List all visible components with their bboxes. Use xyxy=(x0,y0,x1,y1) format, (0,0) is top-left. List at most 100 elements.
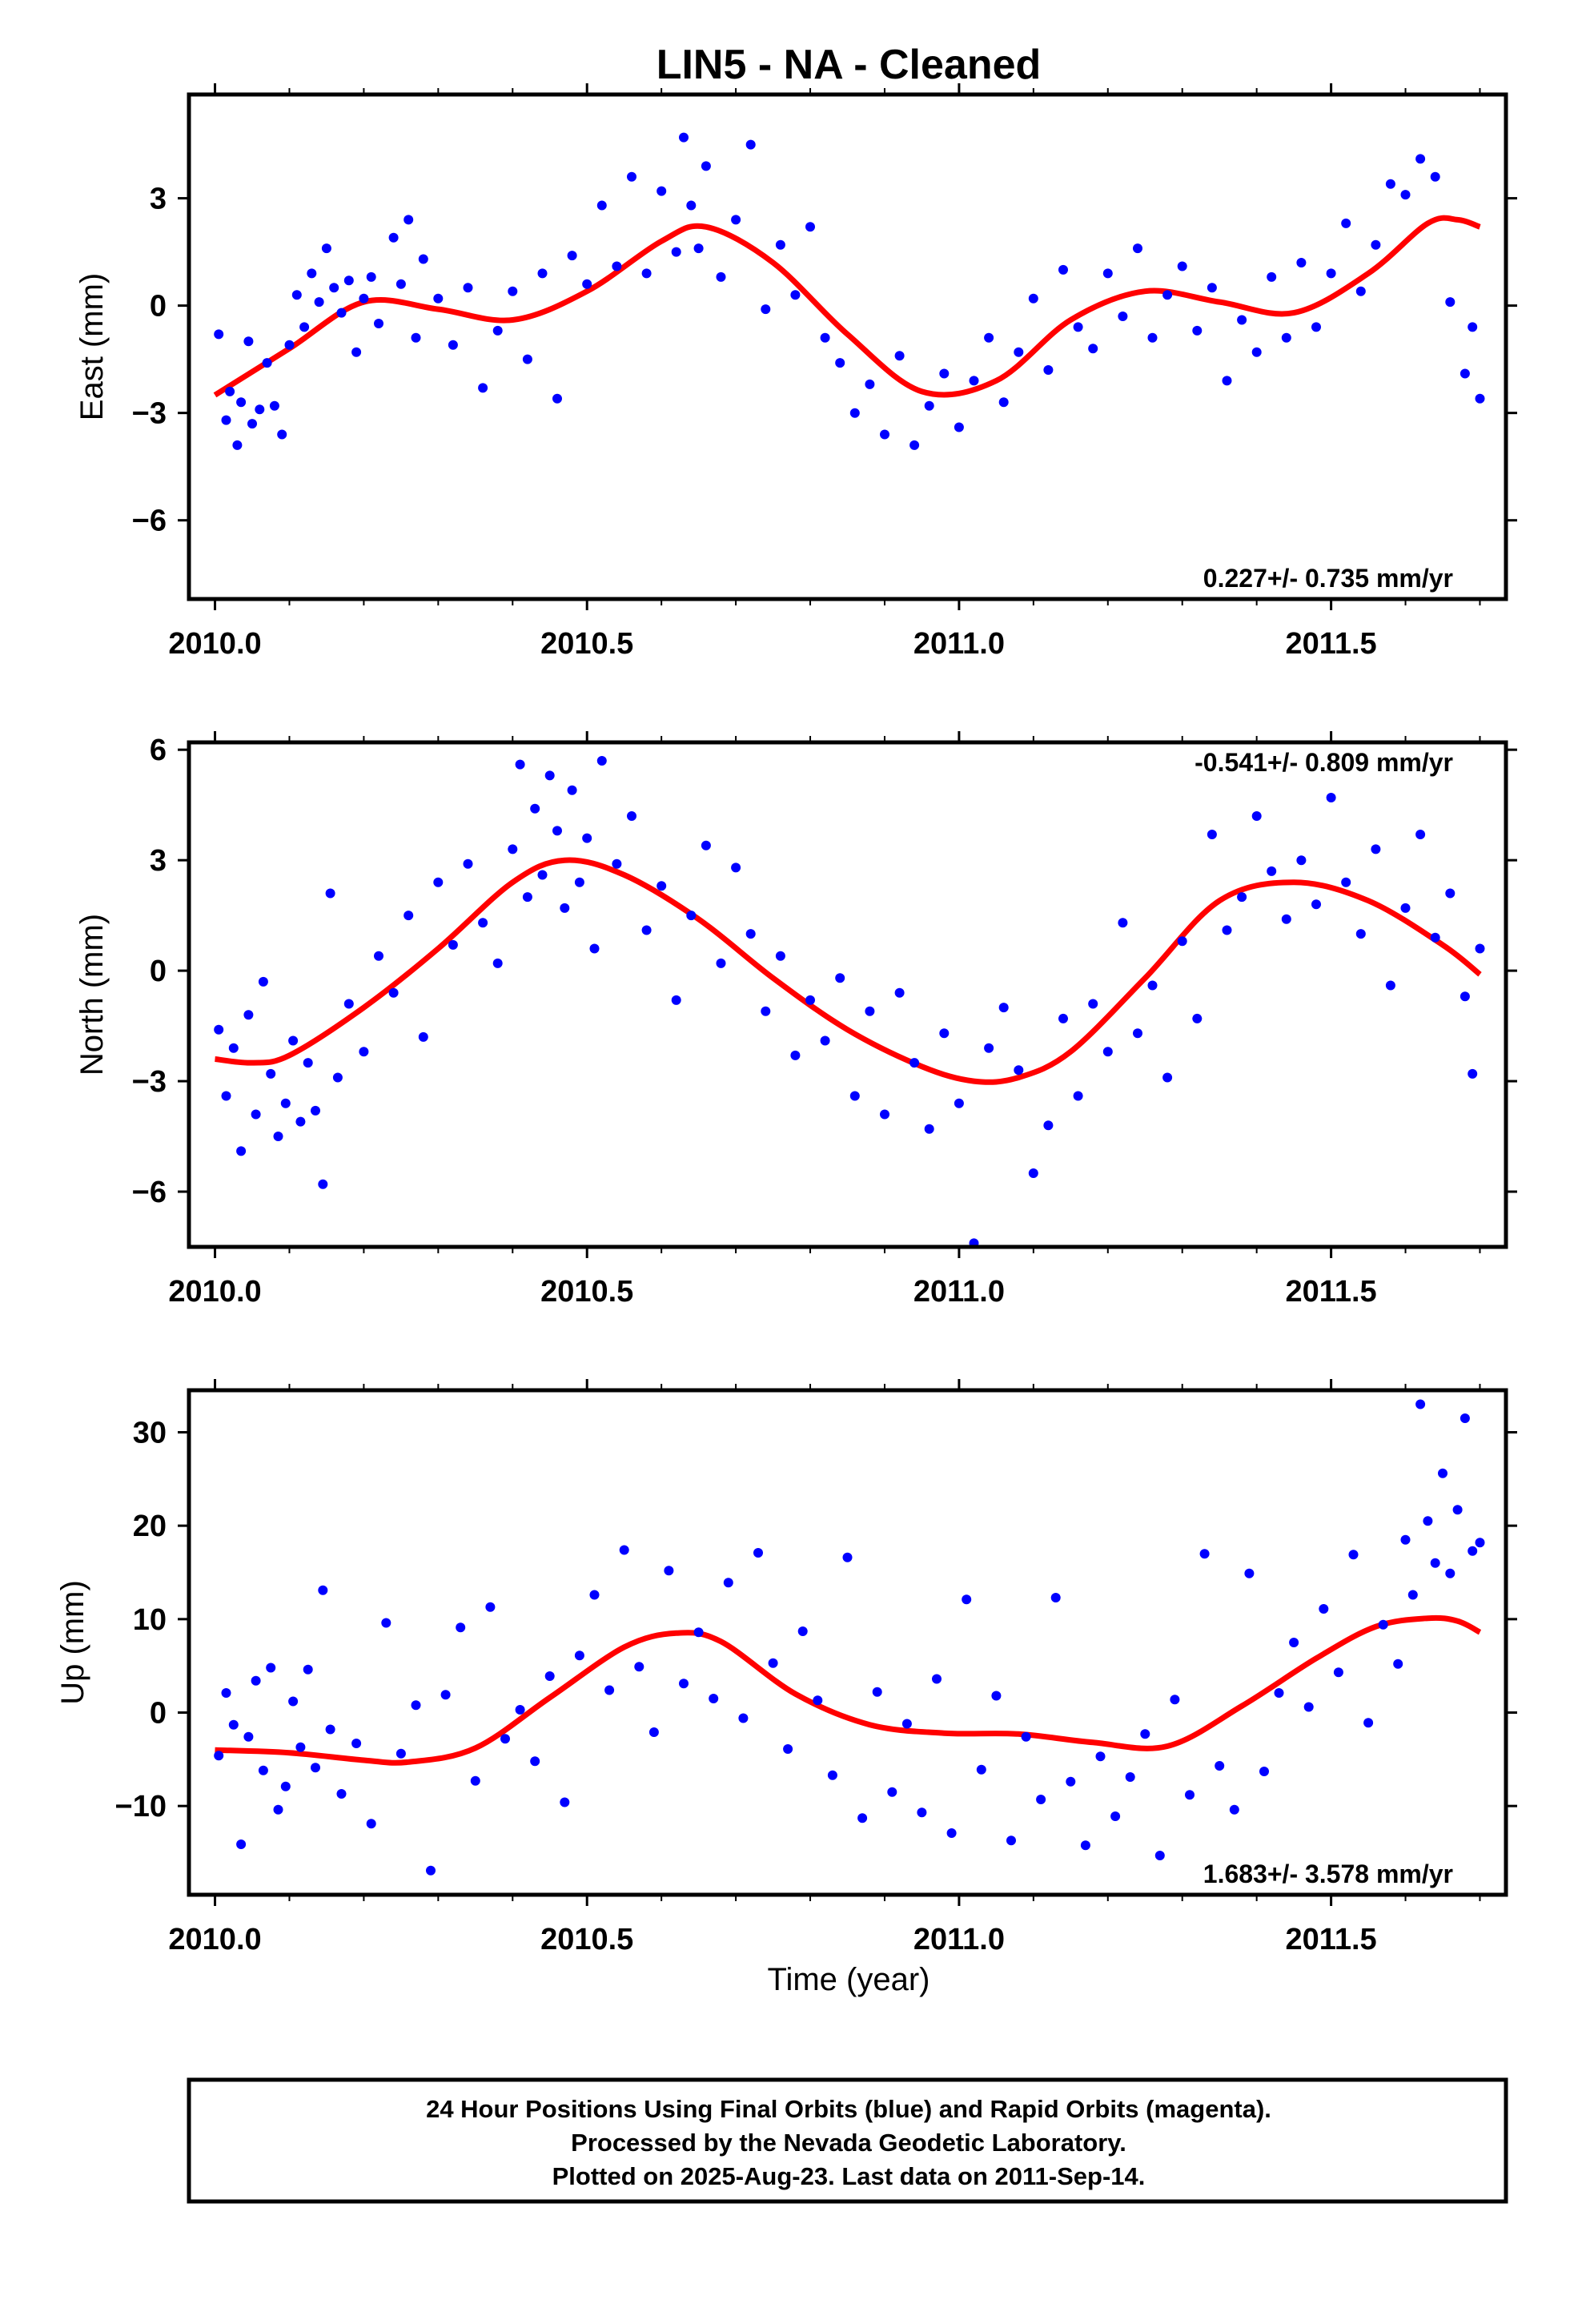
up-data-point xyxy=(1468,1546,1478,1556)
north-data-point xyxy=(492,958,503,968)
up-data-point xyxy=(1140,1729,1150,1739)
north-data-point xyxy=(552,826,562,836)
north-data-point xyxy=(1251,811,1262,821)
east-data-point xyxy=(299,322,310,332)
up-data-point xyxy=(709,1694,719,1703)
north-data-point xyxy=(567,785,577,795)
east-data-point xyxy=(582,279,592,289)
north-data-point xyxy=(515,759,525,770)
north-data-point xyxy=(731,862,741,873)
north-data-point xyxy=(671,995,681,1005)
up-data-point xyxy=(1348,1550,1359,1560)
north-data-point xyxy=(1028,1168,1038,1178)
footer-line-2: Processed by the Nevada Geodetic Laborat… xyxy=(571,2129,1126,2157)
north-data-point xyxy=(612,858,622,869)
up-data-point xyxy=(1303,1702,1314,1712)
east-data-point xyxy=(448,340,458,350)
east-data-point xyxy=(679,132,689,143)
north-x-tick-label: 2010.0 xyxy=(168,1275,261,1309)
north-data-point xyxy=(1207,830,1217,839)
east-data-point xyxy=(508,286,518,296)
up-y-tick-label: 30 xyxy=(133,1417,167,1450)
east-data-point xyxy=(314,297,324,308)
north-data-point xyxy=(1162,1072,1173,1083)
east-data-point xyxy=(262,358,272,368)
north-data-point xyxy=(686,911,697,921)
east-data-point xyxy=(656,186,667,196)
north-data-point xyxy=(325,888,335,899)
north-data-point xyxy=(374,951,383,961)
up-data-point xyxy=(214,1751,224,1761)
north-data-point xyxy=(1468,1068,1478,1079)
east-data-point xyxy=(1355,286,1366,296)
north-data-point xyxy=(522,892,532,903)
up-data-point xyxy=(515,1705,525,1715)
east-data-point xyxy=(805,222,815,232)
north-data-point xyxy=(418,1031,428,1042)
north-data-point xyxy=(303,1058,313,1068)
north-y-tick-label: 6 xyxy=(150,734,167,767)
up-data-point xyxy=(1438,1468,1447,1478)
east-data-point xyxy=(1468,322,1478,332)
east-fit-curve xyxy=(213,215,1481,398)
east-data-point xyxy=(775,239,785,250)
up-data-point xyxy=(336,1789,347,1799)
up-data-point xyxy=(1021,1731,1031,1742)
up-data-point xyxy=(619,1545,629,1555)
up-data-point xyxy=(1400,1534,1411,1545)
north-data-point xyxy=(1133,1028,1142,1039)
north-data-point xyxy=(1014,1065,1024,1076)
up-data-point xyxy=(1363,1718,1374,1728)
up-fit-curve xyxy=(215,1614,1482,1766)
up-data-point xyxy=(1475,1538,1485,1548)
up-data-point xyxy=(1452,1505,1463,1515)
east-plot-frame xyxy=(187,92,1508,601)
east-data-point xyxy=(849,408,860,418)
east-data-point xyxy=(865,379,875,389)
east-data-point xyxy=(336,308,347,318)
up-data-point xyxy=(1095,1751,1106,1762)
up-data-point xyxy=(396,1748,406,1759)
up-data-point xyxy=(872,1687,882,1697)
up-data-point xyxy=(797,1626,808,1636)
north-data-point xyxy=(288,1035,299,1046)
north-data-point xyxy=(478,918,488,928)
north-data-point xyxy=(1177,936,1187,947)
up-data-point xyxy=(842,1552,853,1562)
north-data-point xyxy=(820,1035,830,1046)
up-data-point xyxy=(1319,1604,1329,1614)
up-data-point xyxy=(456,1622,466,1633)
up-data-point xyxy=(1154,1851,1165,1860)
north-data-point xyxy=(258,976,268,987)
east-data-point xyxy=(1400,190,1411,200)
east-data-point xyxy=(366,271,376,282)
up-data-point xyxy=(1259,1767,1269,1776)
north-y-tick-label: −3 xyxy=(132,1065,167,1099)
north-x-tick-label: 2011.0 xyxy=(913,1275,1005,1309)
north-data-point xyxy=(954,1098,964,1108)
north-data-point xyxy=(311,1105,320,1116)
up-data-point xyxy=(648,1727,659,1737)
north-y-axis-label: North (mm) xyxy=(74,914,110,1076)
north-plot-frame xyxy=(187,740,1508,1249)
up-data-point xyxy=(1423,1516,1433,1526)
east-data-point xyxy=(924,400,934,411)
east-data-point xyxy=(1088,344,1098,354)
east-data-point xyxy=(1371,239,1381,250)
east-data-point xyxy=(329,283,339,293)
up-points-layer xyxy=(214,1399,1485,1876)
north-data-point xyxy=(448,939,458,950)
up-data-point xyxy=(560,1797,570,1807)
north-data-point xyxy=(1311,899,1321,910)
east-data-point xyxy=(1133,243,1142,254)
footer-line-1: 24 Hour Positions Using Final Orbits (bl… xyxy=(426,2095,1271,2123)
north-data-point xyxy=(295,1116,306,1127)
east-data-point xyxy=(1162,290,1173,300)
footer-box: 24 Hour Positions Using Final Orbits (bl… xyxy=(187,2077,1508,2204)
east-data-point xyxy=(596,200,607,211)
east-data-point xyxy=(1385,179,1395,189)
east-data-point xyxy=(998,397,1009,408)
up-data-point xyxy=(1460,1413,1470,1423)
east-data-point xyxy=(761,304,771,315)
up-data-point xyxy=(857,1813,868,1823)
